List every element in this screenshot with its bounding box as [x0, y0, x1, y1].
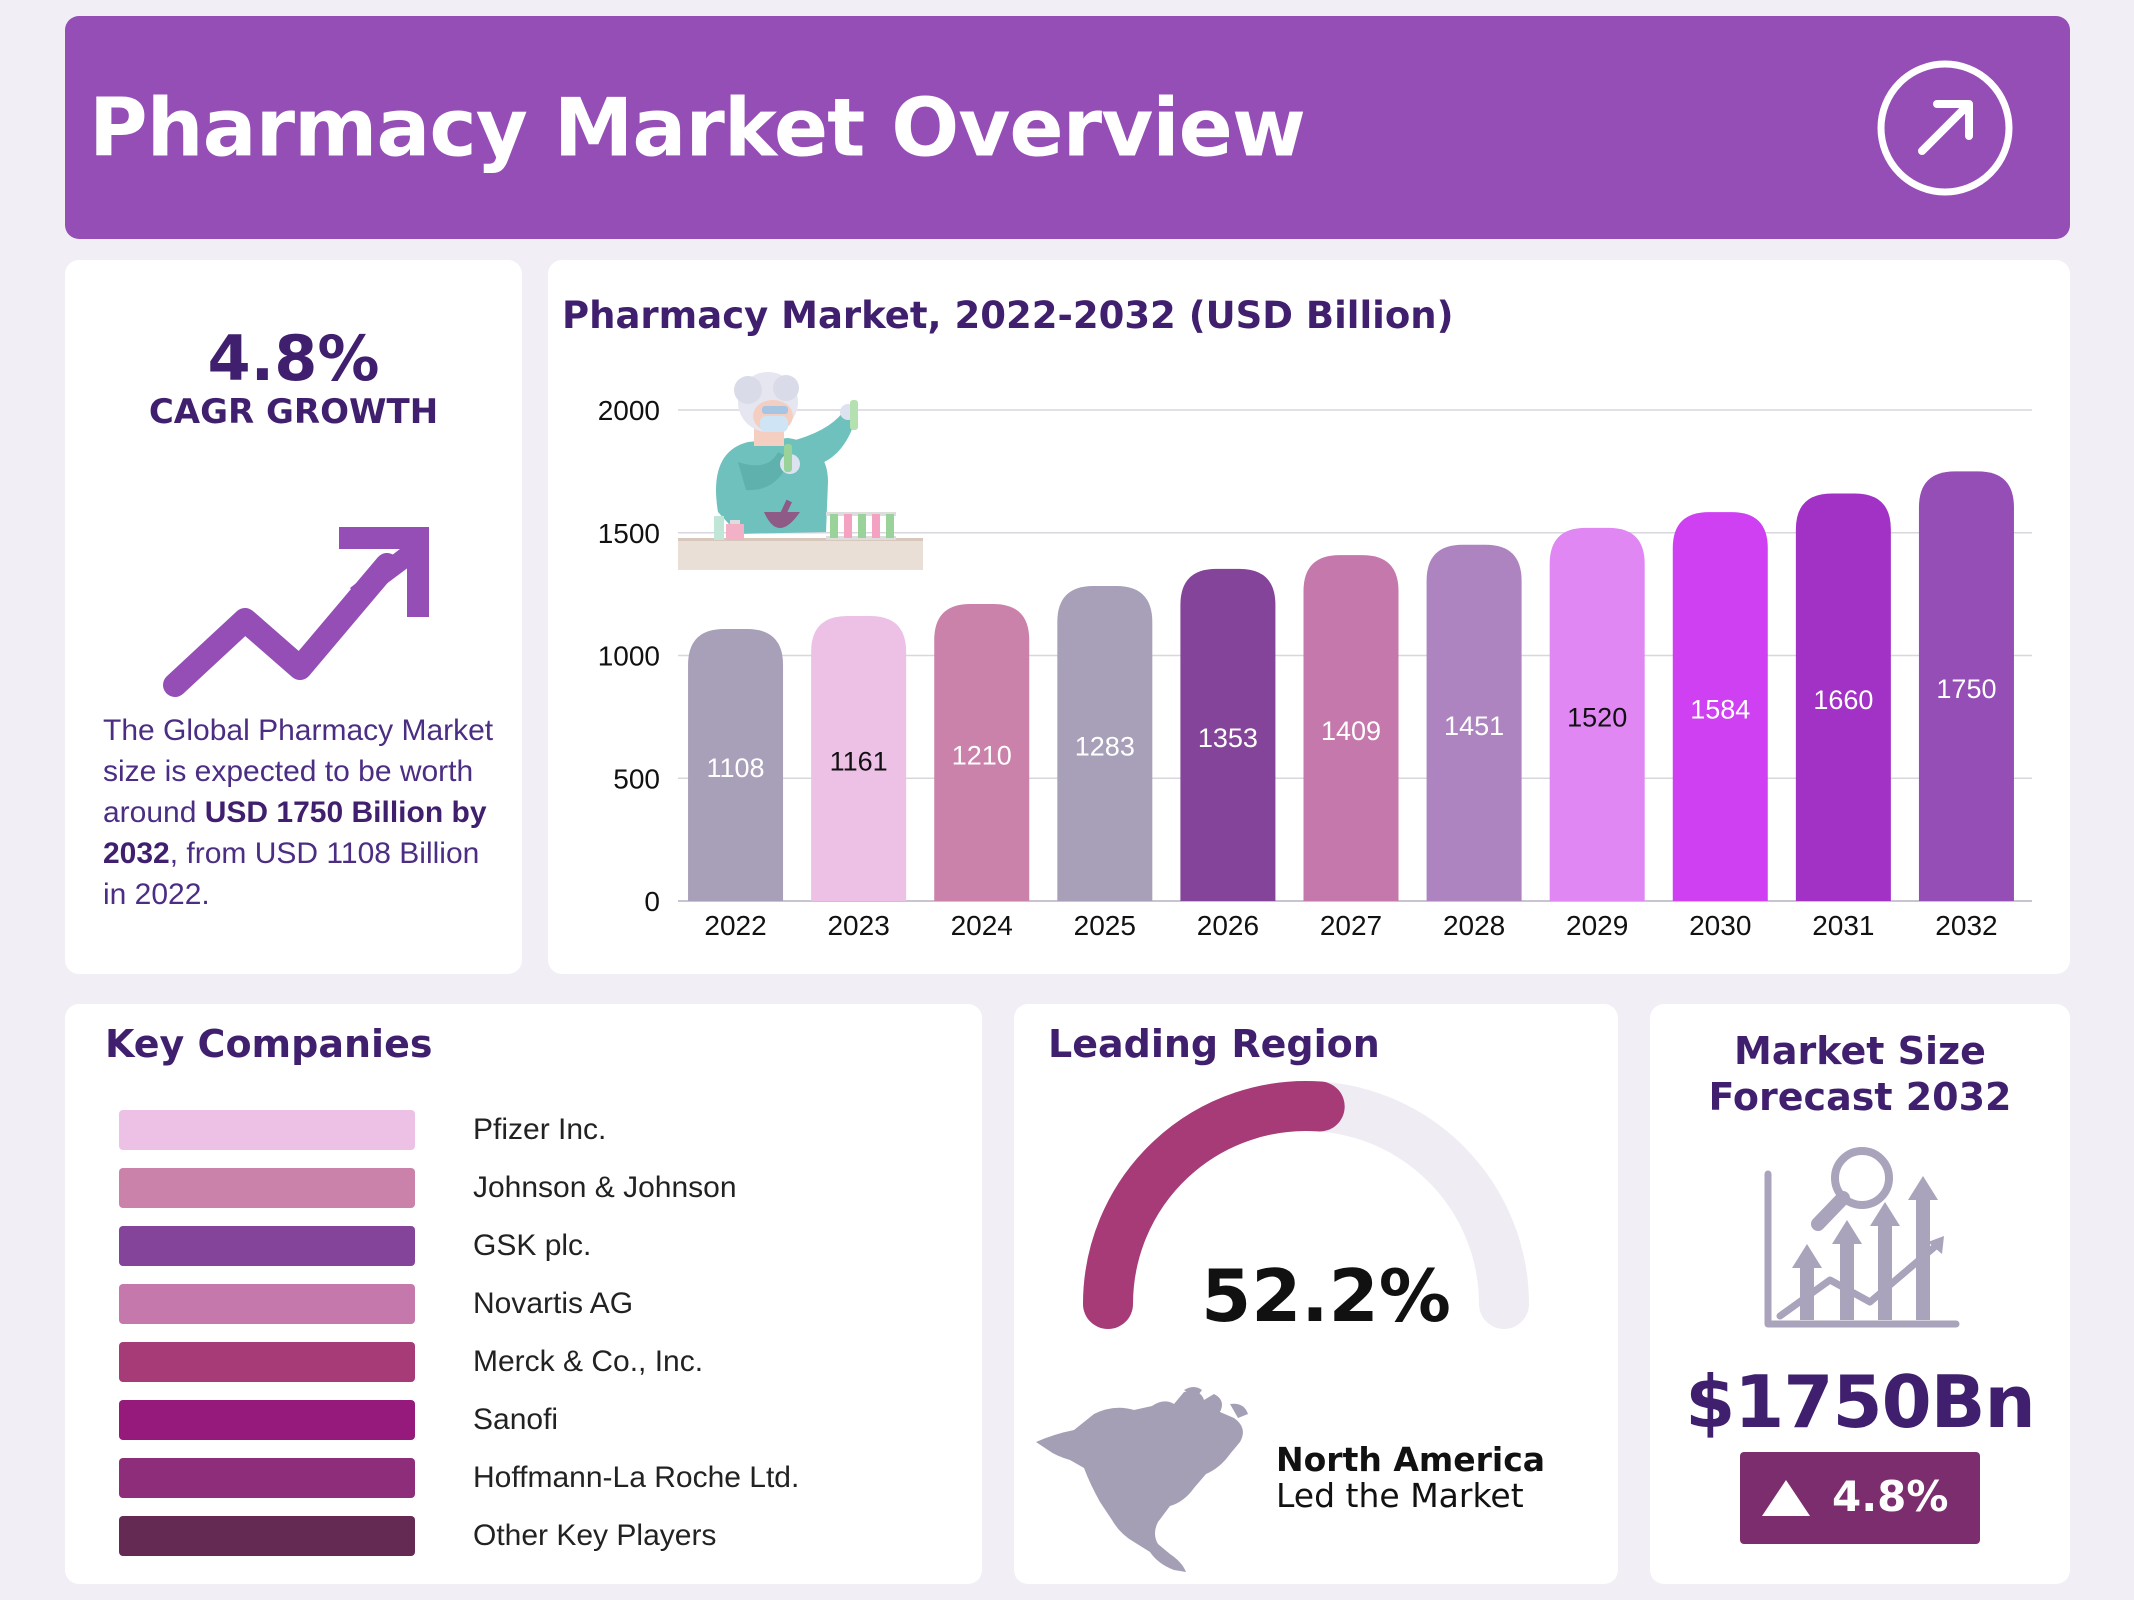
bar-2023 — [811, 615, 907, 901]
company-name: GSK plc. — [473, 1229, 592, 1262]
market-chart-card: 0 500 1000 1500 2000 1108 2022 1161 2023 1210 2024… — [548, 260, 2070, 974]
company-swatch — [119, 1342, 415, 1382]
company-swatch — [119, 1168, 415, 1208]
bar-value-label: 1660 — [1813, 685, 1873, 715]
company-name: Merck & Co., Inc. — [473, 1345, 704, 1378]
company-swatch — [119, 1400, 415, 1440]
company-name: Hoffmann-La Roche Ltd. — [473, 1461, 800, 1494]
bar-2032 — [1918, 471, 2014, 901]
company-name: Novartis AG — [473, 1287, 634, 1320]
company-name: Other Key Players — [473, 1519, 717, 1552]
y-tick-label: 500 — [613, 763, 660, 794]
north-america-map-icon — [1036, 1387, 1248, 1572]
bar-2027 — [1303, 555, 1399, 901]
y-tick-label: 0 — [644, 886, 660, 917]
x-tick-label: 2022 — [704, 910, 766, 941]
cagr-card: 4.8% CAGR GROWTH The Global Pharmacy Mar… — [65, 260, 522, 974]
growth-analytics-icon — [1764, 1147, 1960, 1328]
bar-2031 — [1795, 493, 1891, 901]
company-swatch — [119, 1458, 415, 1498]
company-item: Sanofi — [119, 1400, 939, 1440]
chart-title: Pharmacy Market, 2022-2032 (USD Billion) — [562, 294, 1454, 337]
company-item: Pfizer Inc. — [119, 1110, 939, 1150]
company-swatch — [119, 1516, 415, 1556]
forecast-title: Market Size Forecast 2032 — [1708, 1029, 2012, 1119]
growth-badge-value: 4.8% — [1832, 1472, 1949, 1521]
y-tick-label: 1000 — [598, 641, 660, 672]
x-tick-label: 2028 — [1443, 910, 1505, 941]
bar-value-label: 1409 — [1321, 716, 1381, 746]
gauge-fill — [1083, 1081, 1345, 1329]
market-bar-chart: 0 500 1000 1500 2000 1108 2022 1161 2023 1210 2024… — [598, 395, 2032, 941]
company-swatch — [119, 1110, 415, 1150]
x-tick-label: 2026 — [1197, 910, 1259, 941]
trend-up-icon — [163, 527, 429, 697]
company-name: Sanofi — [473, 1403, 559, 1436]
bar-2025 — [1057, 586, 1153, 901]
company-item: GSK plc. — [119, 1226, 939, 1266]
bar-2022 — [688, 628, 784, 901]
forecast-card: Market Size Forecast 2032 $1750Bn 4.8% — [1650, 1004, 2070, 1584]
cagr-value: 4.8% — [207, 322, 380, 395]
key-companies-title: Key Companies — [105, 1022, 433, 1066]
region-subtext: Led the Market — [1276, 1476, 1524, 1515]
bar-value-label: 1750 — [1936, 674, 1996, 704]
cagr-description: The Global Pharmacy Market size is expec… — [103, 714, 494, 911]
bar-value-label: 1108 — [707, 753, 765, 783]
company-swatch — [119, 1226, 415, 1266]
bar-2029 — [1549, 527, 1645, 901]
arrow-up-right-icon[interactable] — [1875, 58, 2015, 198]
bar-value-label: 1584 — [1690, 695, 1750, 725]
forecast-value: $1750Bn — [1685, 1360, 2036, 1444]
x-tick-label: 2032 — [1935, 910, 1997, 941]
region-name: North America — [1276, 1440, 1546, 1479]
y-tick-label: 1500 — [598, 518, 660, 549]
bar-value-label: 1161 — [830, 746, 888, 776]
bar-2026 — [1180, 568, 1276, 901]
company-item: Johnson & Johnson — [119, 1168, 939, 1208]
company-item: Novartis AG — [119, 1284, 939, 1324]
region-gauge — [1083, 1081, 1529, 1329]
bar-2030 — [1672, 512, 1768, 901]
cagr-description-highlight: USD 1750 Billion by 2032 — [103, 796, 487, 870]
bar-value-label: 1283 — [1075, 732, 1135, 762]
growth-badge: 4.8% — [1740, 1452, 1980, 1544]
x-tick-label: 2027 — [1320, 910, 1382, 941]
x-tick-label: 2024 — [951, 910, 1013, 941]
cagr-label: CAGR GROWTH — [148, 392, 439, 432]
leading-region-card: Leading Region 52.2% North America Led t… — [1014, 1004, 1618, 1584]
triangle-up-icon — [1762, 1480, 1810, 1516]
leading-region-title: Leading Region — [1048, 1022, 1380, 1066]
x-tick-label: 2029 — [1566, 910, 1628, 941]
page-title: Pharmacy Market Overview — [89, 81, 1306, 174]
company-name: Johnson & Johnson — [473, 1171, 737, 1204]
bar-2028 — [1426, 544, 1522, 901]
x-tick-label: 2031 — [1812, 910, 1874, 941]
bar-value-label: 1210 — [952, 740, 1012, 770]
header-banner: Pharmacy Market Overview — [65, 16, 2070, 239]
company-item: Hoffmann-La Roche Ltd. — [119, 1458, 939, 1498]
bar-2024 — [934, 603, 1030, 901]
company-item: Merck & Co., Inc. — [119, 1342, 939, 1382]
company-item: Other Key Players — [119, 1516, 939, 1556]
key-companies-card: Key Companies Pfizer Inc. Johnson & John… — [65, 1004, 982, 1584]
x-tick-label: 2023 — [827, 910, 889, 941]
pharmacist-illustration — [678, 372, 923, 570]
company-name: Pfizer Inc. — [473, 1113, 607, 1146]
y-tick-label: 2000 — [598, 395, 660, 426]
x-tick-label: 2030 — [1689, 910, 1751, 941]
bar-value-label: 1451 — [1444, 711, 1504, 741]
bar-value-label: 1520 — [1567, 702, 1627, 732]
region-percent: 52.2% — [1201, 1254, 1451, 1338]
bar-value-label: 1353 — [1198, 723, 1258, 753]
x-tick-label: 2025 — [1074, 910, 1136, 941]
company-swatch — [119, 1284, 415, 1324]
